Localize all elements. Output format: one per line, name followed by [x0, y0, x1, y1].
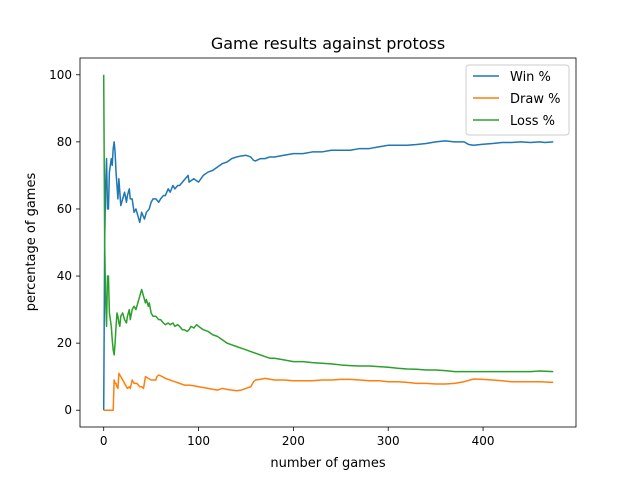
y-tick-label: 20: [57, 336, 72, 350]
series-line-draw: [103, 372, 554, 411]
x-tick-label: 400: [472, 434, 495, 448]
x-axis-label: number of games: [270, 456, 385, 471]
x-tick-label: 300: [377, 434, 400, 448]
legend: Win % Draw % Loss %: [465, 64, 570, 136]
y-axis-label: percentage of games: [24, 173, 39, 312]
y-tick-label: 40: [57, 269, 72, 283]
x-axis-ticks: 0 100 200 300 400: [100, 427, 495, 448]
series-line-loss: [102, 74, 554, 373]
y-tick-label: 80: [57, 135, 72, 149]
y-tick-label: 60: [57, 202, 72, 216]
y-tick-label: 0: [64, 403, 72, 417]
series-line-win: [102, 140, 554, 411]
x-tick-label: 100: [187, 434, 210, 448]
legend-label-win: Win %: [510, 70, 551, 85]
legend-label-loss: Loss %: [510, 114, 555, 129]
plot-area: [79, 57, 577, 428]
legend-frame: [465, 64, 570, 136]
y-axis-ticks: 0 20 40 60 80 100: [49, 68, 80, 417]
y-tick-label: 100: [49, 68, 72, 82]
x-tick-label: 0: [100, 434, 108, 448]
plot-frame: [79, 57, 577, 428]
chart-title: Game results against protoss: [211, 34, 445, 53]
legend-label-draw: Draw %: [510, 92, 560, 107]
x-tick-label: 200: [282, 434, 305, 448]
